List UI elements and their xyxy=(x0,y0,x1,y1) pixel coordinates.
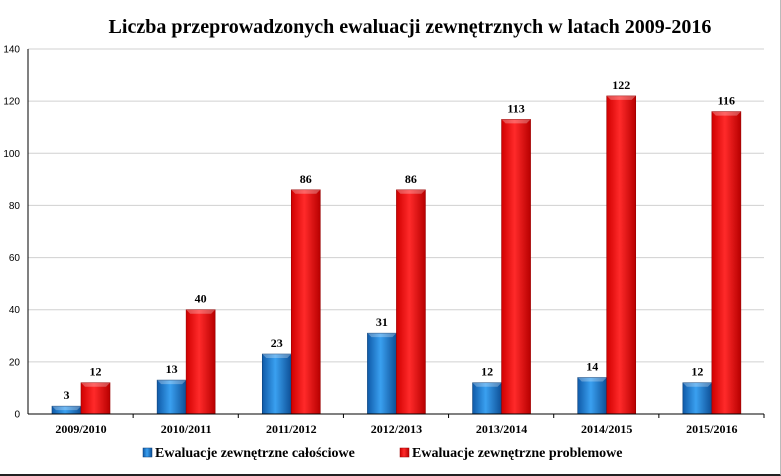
bar xyxy=(711,111,742,415)
data-label: 40 xyxy=(195,292,207,306)
bar-bevel xyxy=(711,111,741,116)
gridlines xyxy=(28,48,764,415)
bar-bevel xyxy=(396,189,426,194)
y-tick-label: 60 xyxy=(9,253,21,264)
x-tick-label: 2010/2011 xyxy=(161,422,212,436)
bar-group: 113 xyxy=(501,101,531,415)
data-label: 116 xyxy=(718,94,735,108)
data-label: 3 xyxy=(64,388,70,402)
bar-group: 12 xyxy=(472,365,502,415)
bar-bevel xyxy=(262,354,292,359)
legend-label: Ewaluacje zewnętrzne problemowe xyxy=(412,446,622,461)
bar-bevel xyxy=(291,189,321,194)
data-label: 12 xyxy=(90,365,102,379)
data-label: 122 xyxy=(612,78,630,92)
legend-swatch xyxy=(399,447,410,458)
bar xyxy=(261,353,292,415)
bar xyxy=(396,189,426,415)
data-label: 31 xyxy=(376,315,388,329)
x-tick-label: 2012/2013 xyxy=(371,422,422,436)
bar xyxy=(577,377,608,415)
bar xyxy=(80,382,111,415)
bar-group: 3 xyxy=(51,388,82,415)
bar-group: 14 xyxy=(577,360,608,415)
y-tick-label: 140 xyxy=(3,45,20,56)
bar-bevel xyxy=(472,382,502,387)
bar-group: 122 xyxy=(606,78,637,415)
bar xyxy=(472,382,502,415)
bar-group: 12 xyxy=(80,365,111,415)
x-tick-label: 2011/2012 xyxy=(266,422,317,436)
bar xyxy=(185,309,216,415)
bar-group: 86 xyxy=(396,172,426,415)
data-label: 23 xyxy=(271,336,283,350)
bar xyxy=(156,379,187,415)
bar-bevel xyxy=(52,406,81,411)
bar xyxy=(501,119,531,415)
y-tick-label: 120 xyxy=(3,97,20,108)
bars: 3 12 13 40 23 86 31 86 12 113 14 122 12 116 xyxy=(51,78,742,415)
bar-bevel xyxy=(367,333,397,338)
x-axis: 2009/2010 2010/2011 2011/2012 2012/2013 2013… xyxy=(28,413,765,436)
y-tick-label: 80 xyxy=(9,201,21,212)
x-tick-label: 2014/2015 xyxy=(581,422,632,436)
data-label: 12 xyxy=(481,365,493,379)
bar-group: 31 xyxy=(367,315,397,415)
bar-group: 40 xyxy=(185,292,216,415)
y-tick-label: 0 xyxy=(14,410,20,421)
y-axis: 0 20 40 60 80 100 120 140 xyxy=(3,45,29,421)
bar xyxy=(290,189,321,415)
legend-swatch xyxy=(142,447,153,458)
data-label: 86 xyxy=(405,172,417,186)
bar-bevel xyxy=(186,309,216,314)
bar-bevel xyxy=(606,95,636,100)
bar-group: 86 xyxy=(290,172,321,415)
y-tick-label: 40 xyxy=(9,305,21,316)
legend: Ewaluacje zewnętrzne całościowe Ewaluacje… xyxy=(142,446,622,461)
data-label: 86 xyxy=(300,172,312,186)
bar-bevel xyxy=(682,382,712,387)
y-tick-label: 20 xyxy=(9,357,21,368)
chart-title: Liczba przeprowadzonych ewaluacji zewnęt… xyxy=(109,16,712,38)
bar-bevel xyxy=(81,382,110,387)
legend-item: Ewaluacje zewnętrzne całościowe xyxy=(142,446,355,461)
data-label: 14 xyxy=(586,360,598,374)
bar xyxy=(682,382,713,415)
x-tick-label: 2013/2014 xyxy=(476,422,527,436)
bar-group: 23 xyxy=(261,336,292,415)
data-label: 13 xyxy=(166,362,178,376)
bar-group: 13 xyxy=(156,362,187,415)
data-label: 12 xyxy=(691,365,703,379)
bar xyxy=(606,95,637,415)
bar-bevel xyxy=(501,119,531,124)
y-tick-label: 100 xyxy=(3,149,20,160)
bar-group: 12 xyxy=(682,365,713,415)
legend-label: Ewaluacje zewnętrzne całościowe xyxy=(155,446,355,461)
bar xyxy=(367,332,397,415)
bar-bevel xyxy=(157,380,187,385)
legend-item: Ewaluacje zewnętrzne problemowe xyxy=(399,446,622,461)
x-tick-label: 2015/2016 xyxy=(686,422,737,436)
x-tick-label: 2009/2010 xyxy=(55,422,106,436)
data-label: 113 xyxy=(507,101,524,115)
bar-group: 116 xyxy=(711,94,742,415)
bar-bevel xyxy=(577,377,607,382)
